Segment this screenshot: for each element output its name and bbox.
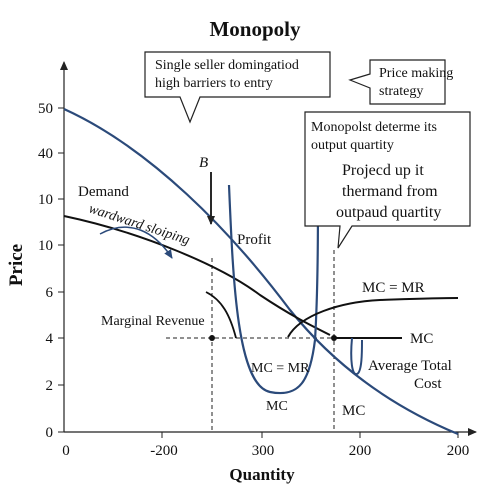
intersection-point [209, 335, 215, 341]
callout-text: Projecd up it [342, 162, 424, 179]
atc-label-line2: Cost [414, 376, 442, 392]
x-tick-label: 300 [252, 443, 275, 459]
marginal-revenue-curve [63, 215, 331, 336]
callout-text: strategy [379, 84, 423, 99]
cost-spike [205, 291, 237, 339]
mc-mr-label-inside: MC = MR [251, 361, 310, 376]
sloping-arrow [99, 226, 173, 259]
x-tick-marks [161, 432, 459, 438]
callout-text: high barriers to entry [155, 76, 273, 91]
callout-monopoly-output: Monopolst determe its output quartity Pr… [304, 111, 471, 249]
demand-label: Demand [78, 184, 129, 200]
y-tick-label: 0 [46, 425, 54, 441]
mc-mr-label-top: MC = MR [362, 280, 425, 296]
mc-label-right: MC [410, 331, 433, 347]
y-tick-label: 40 [38, 146, 53, 162]
callout-price-making: Price making strategy [348, 59, 453, 105]
y-tick-label: 50 [38, 101, 53, 117]
y-tick-label: 6 [46, 285, 54, 301]
callout-text: Price making [379, 66, 453, 81]
x-tick-label: 200 [349, 443, 372, 459]
chart-title: Monopoly [209, 17, 301, 41]
atc-label-line1: Average Total [368, 358, 452, 374]
x-axis-label: Quantity [229, 465, 295, 484]
average-total-cost-curve [350, 337, 363, 376]
y-axis-label: Price [6, 244, 27, 286]
intersection-point [331, 335, 337, 341]
profit-label: Profit [237, 232, 272, 248]
callout-text: thermand from [342, 183, 438, 200]
y-tick-label: 10 [38, 192, 53, 208]
y-tick-label: 4 [46, 331, 54, 347]
mc-mr-curve [287, 297, 459, 338]
mc-label-bottom-right: MC [342, 403, 365, 419]
point-b-label: B [199, 155, 208, 171]
x-tick-label: 0 [62, 443, 70, 459]
callout-text: outpaud quartity [336, 204, 441, 221]
callout-text: Monopolst determe its [311, 120, 437, 135]
marginal-revenue-label: Marginal Revenue [101, 314, 205, 329]
callout-text: Single seller domingatiod [155, 58, 299, 73]
guide-lines [166, 250, 335, 432]
demand-curve [63, 107, 459, 436]
marginal-cost-curve [227, 184, 320, 395]
x-tick-label: -200 [150, 443, 178, 459]
y-tick-label: 10 [38, 238, 53, 254]
callout-text: output quartity [311, 138, 394, 153]
y-tick-label: 2 [46, 378, 54, 394]
mc-label-bottom: MC [266, 399, 288, 414]
y-tick-marks [58, 107, 64, 433]
callout-single-seller: Single seller domingatiod high barriers … [144, 51, 331, 124]
x-tick-label: 200 [447, 443, 470, 459]
